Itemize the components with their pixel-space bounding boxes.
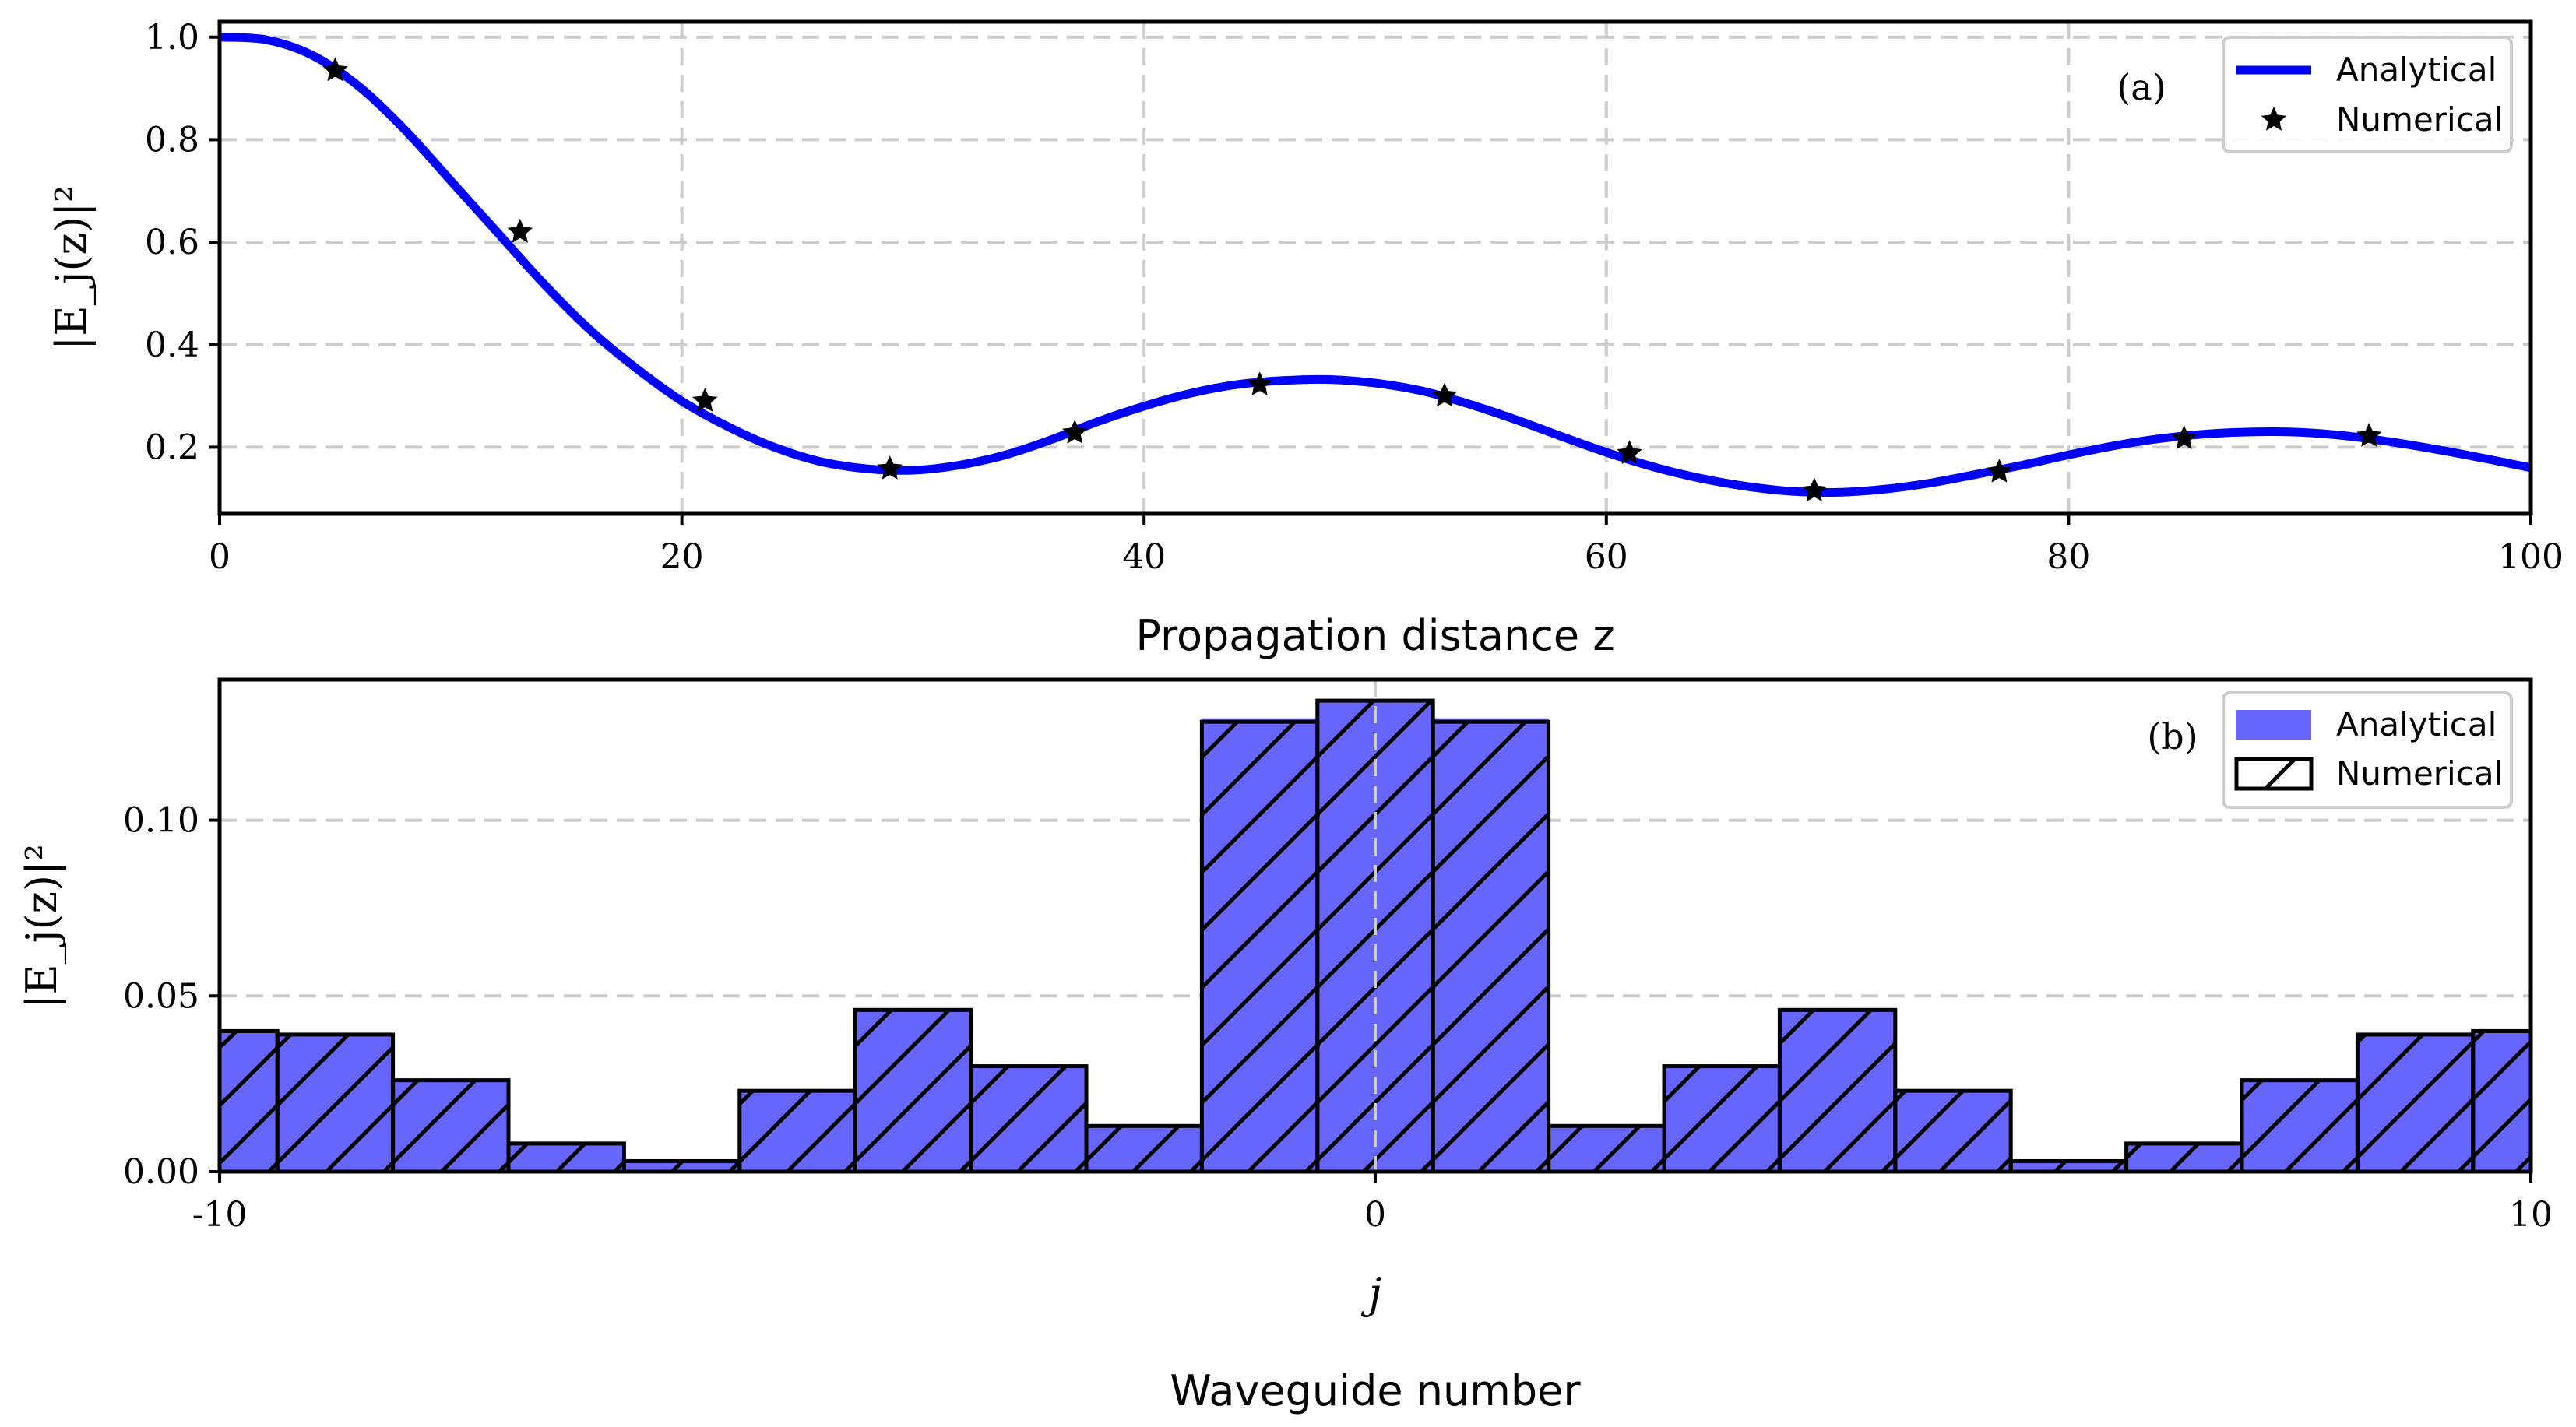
- panel-b-y-tick-label: 0.00: [123, 1152, 199, 1192]
- numerical-bar: [1431, 719, 1551, 1172]
- panel-a-x-tick-label: 40: [1122, 537, 1166, 577]
- panel-a-legend-numerical: Numerical: [2336, 100, 2503, 139]
- numerical-bar: [275, 1032, 396, 1172]
- panel-a: 0 20 40 60 80 100 0.2 0.4 0.6 0.8 1.0 (a) Propagat…: [47, 18, 2564, 660]
- numerical-bar: [391, 1078, 511, 1172]
- panel-a-ticks: 0 20 40 60 80 100 0.2 0.4 0.6 0.8 1.0: [145, 18, 2564, 577]
- numerical-star-marker: [1617, 440, 1642, 465]
- panel-a-y-tick-label: 1.0: [145, 18, 199, 58]
- panel-b-y-tick-label: 0.05: [123, 976, 199, 1016]
- numerical-star-marker: [877, 455, 903, 480]
- panel-a-x-tick-label: 0: [209, 537, 231, 577]
- numerical-star-marker: [322, 57, 348, 82]
- numerical-bar: [853, 1007, 973, 1172]
- panel-a-x-tick-label: 80: [2046, 537, 2090, 577]
- numerical-bar: [737, 1088, 857, 1172]
- numerical-bar: [1777, 1007, 1898, 1172]
- numerical-star-marker: [2171, 425, 2197, 449]
- numerical-bar: [2355, 1032, 2476, 1172]
- numerical-bar: [1199, 719, 1320, 1172]
- panel-b-y-tick-label: 0.10: [123, 801, 199, 841]
- numerical-star-marker: [2356, 422, 2382, 447]
- panel-b-x-tick-label: 0: [1364, 1195, 1386, 1235]
- analytical-curve: [220, 33, 2531, 497]
- numerical-bar: [1547, 1123, 1666, 1172]
- numerical-bar: [2240, 1078, 2360, 1172]
- numerical-bar: [2471, 1028, 2531, 1172]
- numerical-bar: [1893, 1088, 2013, 1172]
- numerical-star-marker: [1247, 371, 1272, 395]
- panel-b-legend-numerical: Numerical: [2336, 754, 2503, 793]
- numerical-star-marker: [692, 388, 718, 412]
- numerical-star-marker: [1987, 459, 2012, 483]
- panel-a-y-axis-label: |E_j(z)|²: [47, 185, 96, 350]
- panel-a-x-tick-label: 60: [1585, 537, 1628, 577]
- numerical-bar: [506, 1141, 626, 1172]
- panel-a-x-tick-label: 20: [660, 537, 704, 577]
- panel-b-legend-analytical: Analytical: [2336, 705, 2497, 743]
- panel-b-tag: (b): [2147, 715, 2198, 757]
- panel-b-x-axis-label: j: [1361, 1269, 1382, 1318]
- panel-b-legend-filled-swatch: [2236, 710, 2311, 740]
- numerical-star-marker: [1062, 420, 1088, 444]
- panel-a-tag: (a): [2117, 66, 2166, 108]
- numerical-bar: [1662, 1064, 1782, 1172]
- panel-b-x-axis-subtitle: Waveguide number: [1170, 1366, 1581, 1415]
- panel-b: 0.00 0.05 0.10 -10 0 10 (b) j Waveguide numbe…: [17, 677, 2553, 1415]
- panel-b-legend: Analytical Numerical: [2222, 691, 2513, 809]
- numerical-bar: [969, 1064, 1089, 1172]
- panel-a-legend: Analytical Numerical: [2222, 36, 2513, 153]
- panel-a-y-tick-label: 0.4: [145, 325, 199, 365]
- numerical-bar: [2124, 1141, 2244, 1172]
- panel-b-y-axis-label: |E_j(z)|²: [17, 844, 66, 1009]
- panel-a-y-tick-label: 0.6: [145, 223, 199, 262]
- numerical-bar: [1084, 1123, 1204, 1172]
- panel-b-plot-area: [220, 698, 2531, 1172]
- panel-a-frame: [217, 19, 2533, 516]
- panel-b-legend-hatched-swatch: [2234, 757, 2314, 791]
- panel-a-x-tick-label: 100: [2498, 537, 2564, 577]
- panel-a-y-tick-label: 0.8: [145, 120, 199, 160]
- panel-b-x-tick-label: 10: [2509, 1195, 2553, 1235]
- panel-a-x-axis-label: Propagation distance z: [1135, 611, 1614, 660]
- numerical-star-marker: [1431, 382, 1458, 407]
- panel-a-plot-area: [220, 33, 2531, 502]
- panel-b-ticks: 0.00 0.05 0.10 -10 0 10: [123, 801, 2553, 1235]
- numerical-star-marker: [507, 218, 533, 243]
- numerical-star-marker: [1801, 477, 1828, 502]
- panel-a-y-tick-label: 0.2: [145, 427, 199, 467]
- panel-b-x-tick-label: -10: [192, 1195, 248, 1235]
- panel-a-legend-analytical: Analytical: [2336, 51, 2497, 89]
- panel-a-legend-star-swatch: [2261, 107, 2287, 131]
